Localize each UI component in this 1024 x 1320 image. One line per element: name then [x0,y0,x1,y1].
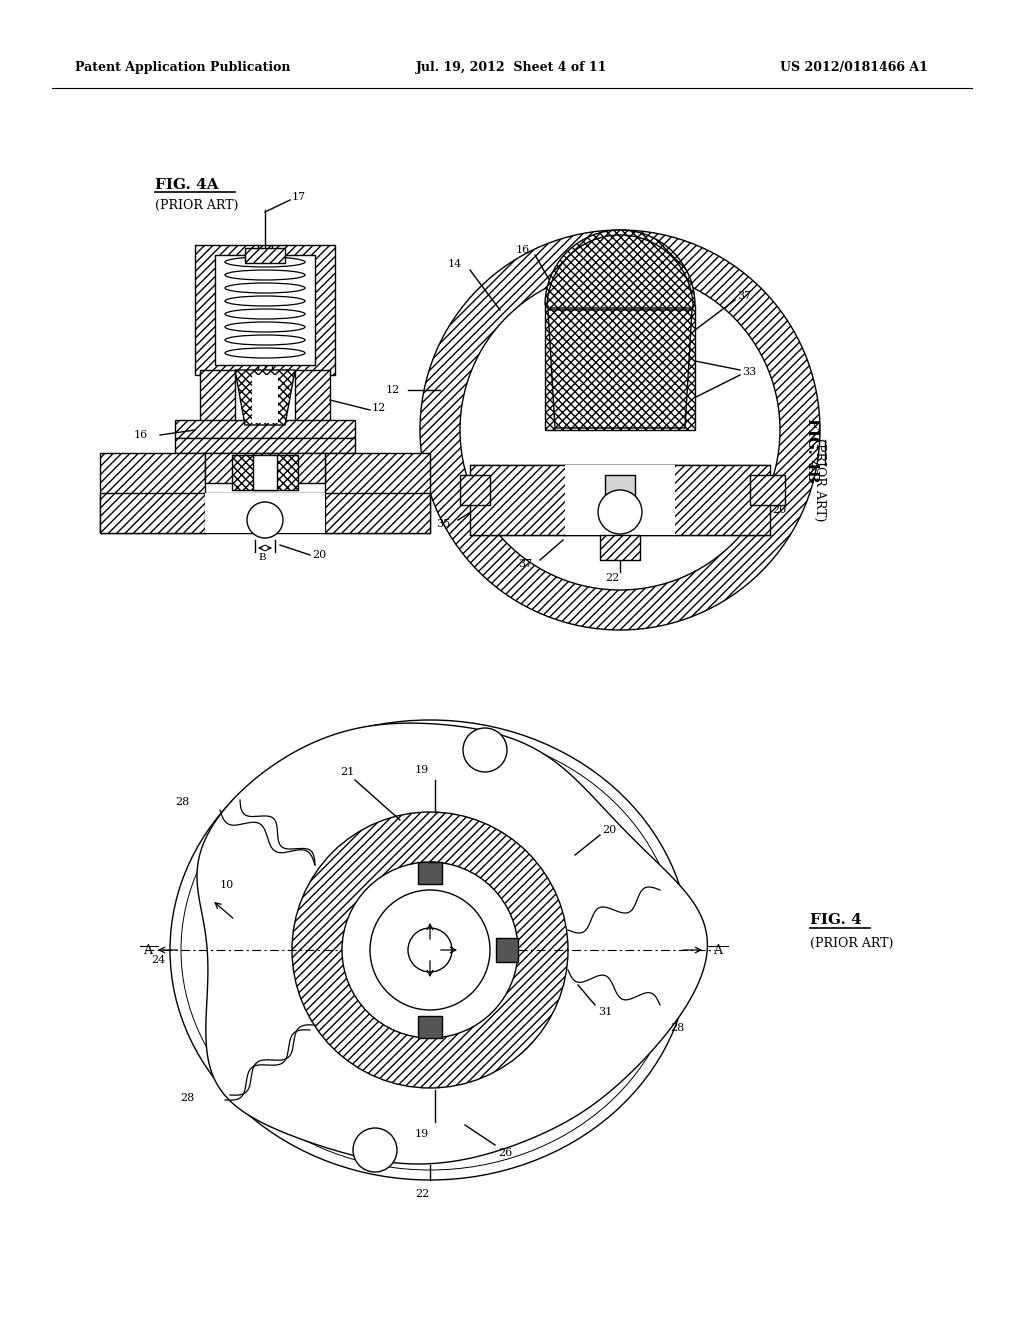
Text: B: B [258,553,265,561]
Circle shape [247,502,283,539]
Polygon shape [234,370,295,425]
Bar [418,1016,442,1038]
Text: 21: 21 [340,767,354,777]
Bar [200,370,234,425]
Text: 20: 20 [312,550,327,560]
Bar [470,465,770,535]
Circle shape [460,271,780,590]
Text: 16: 16 [516,246,530,255]
Text: 14: 14 [447,259,462,269]
Circle shape [342,862,518,1038]
Bar [100,492,430,533]
Text: 26: 26 [498,1148,512,1158]
Circle shape [463,729,507,772]
Bar [175,438,355,453]
Circle shape [370,890,490,1010]
Text: 12: 12 [372,403,386,413]
Text: Patent Application Publication: Patent Application Publication [75,62,291,74]
Bar [565,465,675,535]
Circle shape [598,490,642,535]
Circle shape [420,230,820,630]
Text: US 2012/0181466 A1: US 2012/0181466 A1 [780,62,928,74]
Circle shape [408,928,452,972]
Bar [418,862,442,884]
Bar [252,375,278,422]
Circle shape [292,812,568,1088]
Text: A: A [714,944,723,957]
Bar [605,475,635,510]
Bar [195,246,335,375]
Text: A: A [143,944,153,957]
Text: 28: 28 [180,1093,195,1104]
Text: FIG. 4B: FIG. 4B [805,417,819,482]
Text: FIG. 4A: FIG. 4A [155,178,219,191]
Text: 19: 19 [415,1129,429,1139]
Bar [205,453,325,483]
Text: 28: 28 [670,1023,684,1034]
Polygon shape [545,305,695,430]
Text: 16: 16 [134,430,148,440]
Wedge shape [547,235,693,308]
Circle shape [353,1129,397,1172]
Text: 10: 10 [220,880,234,890]
Text: 28: 28 [175,797,189,807]
Bar [205,492,325,533]
Text: 37: 37 [737,290,752,301]
Text: (PRIOR ART): (PRIOR ART) [813,438,826,521]
Text: 12: 12 [386,385,400,395]
Text: 20: 20 [602,825,616,836]
Ellipse shape [170,719,690,1180]
Bar [245,248,285,263]
Text: 31: 31 [598,1007,612,1016]
Wedge shape [545,230,695,305]
Text: Jul. 19, 2012  Sheet 4 of 11: Jul. 19, 2012 Sheet 4 of 11 [417,62,607,74]
Text: 24: 24 [151,954,165,965]
Bar [496,939,518,962]
Polygon shape [232,455,298,490]
Bar [100,453,205,533]
Polygon shape [197,723,708,1164]
Text: 37: 37 [518,558,532,569]
Bar [175,420,355,438]
Bar [253,455,278,490]
Bar [325,453,430,533]
Circle shape [490,310,750,570]
Bar [215,255,315,366]
Text: (PRIOR ART): (PRIOR ART) [810,936,893,949]
Text: FIG. 4: FIG. 4 [810,913,862,927]
Text: 19: 19 [415,766,429,775]
Bar [600,535,640,560]
Text: 22: 22 [605,573,620,583]
Text: 35: 35 [436,519,450,529]
Text: 33: 33 [742,367,757,378]
Bar [750,475,785,506]
Text: (PRIOR ART): (PRIOR ART) [155,198,239,211]
Polygon shape [548,310,692,428]
Text: 22: 22 [415,1189,429,1199]
Text: 17: 17 [292,191,306,202]
Text: 20: 20 [772,506,786,515]
Bar [460,475,490,506]
Bar [295,370,330,425]
